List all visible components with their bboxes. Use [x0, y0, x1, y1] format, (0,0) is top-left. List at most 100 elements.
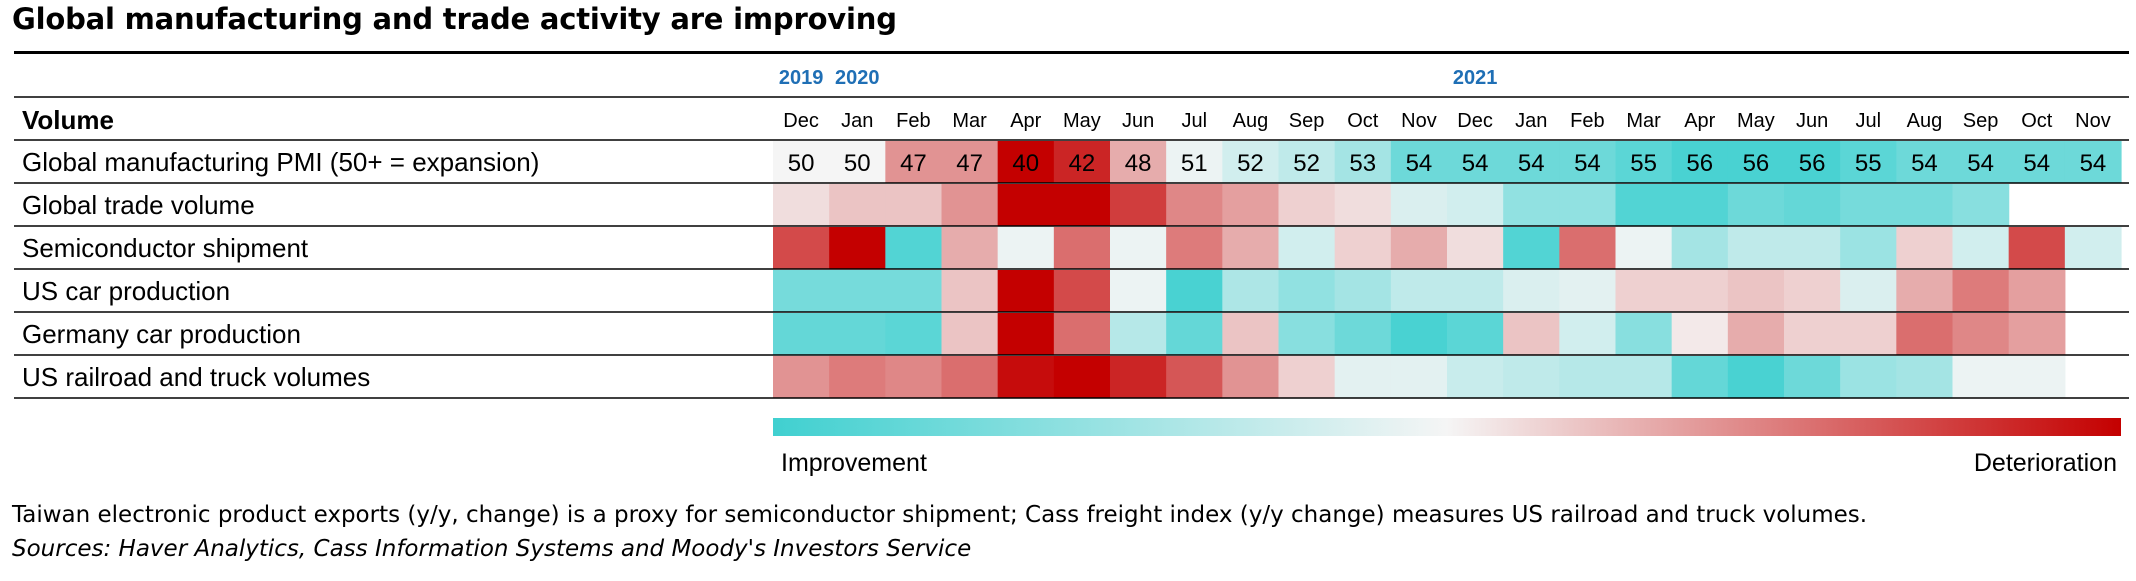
heatmap-cell: [1166, 356, 1223, 398]
heatmap-cell: [1503, 270, 1560, 312]
row-label: Global manufacturing PMI (50+ = expansio…: [22, 147, 539, 177]
heatmap-cell: [941, 227, 999, 269]
month-label: Jan: [841, 110, 873, 132]
heatmap-cell: [829, 227, 886, 269]
heatmap-cell: [1278, 184, 1336, 226]
heatmap-cell: [1671, 356, 1729, 398]
heatmap-cell: [1503, 356, 1560, 398]
heatmap-cell: [1222, 227, 1280, 269]
heatmap-cell: [829, 141, 886, 183]
cell-value-label: 54: [1406, 150, 1433, 177]
heatmap-cell: [1053, 141, 1111, 183]
cell-value-label: 56: [1686, 150, 1713, 177]
heatmap-cell: [1727, 270, 1785, 312]
month-label: Jul: [1181, 110, 1207, 132]
heatmap-cell: [1390, 313, 1448, 355]
heatmap-cell: [1671, 270, 1729, 312]
heatmap-cell: [1784, 227, 1841, 269]
heatmap-cell: [2064, 141, 2122, 183]
heatmap-cell: [2008, 270, 2066, 312]
heatmap-cell: [1447, 313, 1504, 355]
cell-value-label: 54: [1462, 150, 1489, 177]
heatmap-cell: [1615, 141, 1673, 183]
heatmap-cell: [941, 313, 999, 355]
heatmap-cell: [885, 184, 943, 226]
heatmap-cell: [1559, 184, 1617, 226]
heatmap-cell: [1447, 141, 1504, 183]
chart-title: Global manufacturing and trade activity …: [12, 2, 897, 36]
heatmap-cell: [885, 227, 943, 269]
heatmap-cell: [1390, 270, 1448, 312]
heatmap-cell: [1278, 270, 1336, 312]
heatmap-cell: [1559, 141, 1617, 183]
heatmap-cell: [1896, 227, 1954, 269]
heatmap-cell: [1222, 270, 1280, 312]
heatmap-cell: [1896, 270, 1954, 312]
heatmap-cell: [1503, 227, 1560, 269]
heatmap-cell: [1559, 227, 1617, 269]
heatmap-cell: [1952, 227, 2010, 269]
heatmap-cell: [1952, 313, 2010, 355]
cell-value-label: 53: [1349, 150, 1376, 177]
heatmap-cell: [1952, 184, 2010, 226]
heatmap-cell: [1503, 141, 1560, 183]
heatmap-cell: [1166, 227, 1223, 269]
heatmap-cell: [1110, 227, 1167, 269]
cell-value-label: 52: [1293, 150, 1320, 177]
cell-value-label: 54: [2080, 150, 2107, 177]
heatmap-cell: [1559, 356, 1617, 398]
heatmap-cell: [1503, 313, 1560, 355]
month-label: Jun: [1796, 110, 1828, 132]
heatmap-cell: [1840, 227, 1897, 269]
heatmap-cell: [773, 184, 830, 226]
month-label: Aug: [1233, 110, 1269, 132]
cell-value-label: 42: [1069, 150, 1096, 177]
heatmap-cell: [1334, 313, 1392, 355]
year-label-2020: 2020: [835, 67, 880, 89]
heatmap-cell: [1896, 184, 1954, 226]
legend-gradient-bar: [773, 418, 2121, 436]
heatmap-cell: [997, 313, 1055, 355]
heatmap-cell: [773, 313, 830, 355]
heatmap-cell: [941, 270, 999, 312]
heatmap-cell: [997, 141, 1055, 183]
month-label: Oct: [1347, 110, 1379, 132]
heatmap-chart: 2019 2020 2021 Volume Dec Jan Feb Mar Apr May Jun J…: [14, 67, 2129, 477]
cell-value-label: 54: [1967, 150, 1994, 177]
cell-value-label: 54: [1911, 150, 1938, 177]
heatmap-cell: [1840, 184, 1897, 226]
heatmap-cell: [1896, 356, 1954, 398]
heatmap-cell: [2008, 227, 2066, 269]
heatmap-cell: [1166, 313, 1223, 355]
heatmap-cell: [1784, 356, 1841, 398]
month-label: Mar: [952, 110, 987, 132]
month-label: Aug: [1907, 110, 1943, 132]
heatmap-cell: [2008, 313, 2066, 355]
row-header-label: Volume: [22, 105, 114, 135]
heatmap-cell: [1952, 270, 2010, 312]
row-label: Global trade volume: [22, 190, 255, 220]
legend-deterioration-label: Deterioration: [1974, 449, 2117, 477]
heatmap-cell: [1447, 184, 1504, 226]
heatmap-cell: [1390, 141, 1448, 183]
month-label: Jan: [1515, 110, 1547, 132]
month-label: Jul: [1855, 110, 1881, 132]
legend-improvement-label: Improvement: [781, 449, 927, 477]
heatmap-cell: [885, 141, 943, 183]
month-label: Feb: [1570, 110, 1604, 132]
cell-value-label: 48: [1125, 150, 1152, 177]
heatmap-cell: [1110, 270, 1167, 312]
row-label: Germany car production: [22, 319, 301, 349]
heatmap-cell: [941, 184, 999, 226]
month-label: Oct: [2021, 110, 2053, 132]
heatmap-cell: [885, 313, 943, 355]
heatmap-cell: [829, 270, 886, 312]
heatmap-cell: [941, 356, 999, 398]
heatmap-cell: [1222, 313, 1280, 355]
heatmap-cell: [773, 141, 830, 183]
heatmap-cell: [1334, 141, 1392, 183]
heatmap-cell: [1784, 184, 1841, 226]
heatmap-cell: [1840, 356, 1897, 398]
heatmap-cell: [1053, 227, 1111, 269]
heatmap-cell: [1110, 313, 1167, 355]
